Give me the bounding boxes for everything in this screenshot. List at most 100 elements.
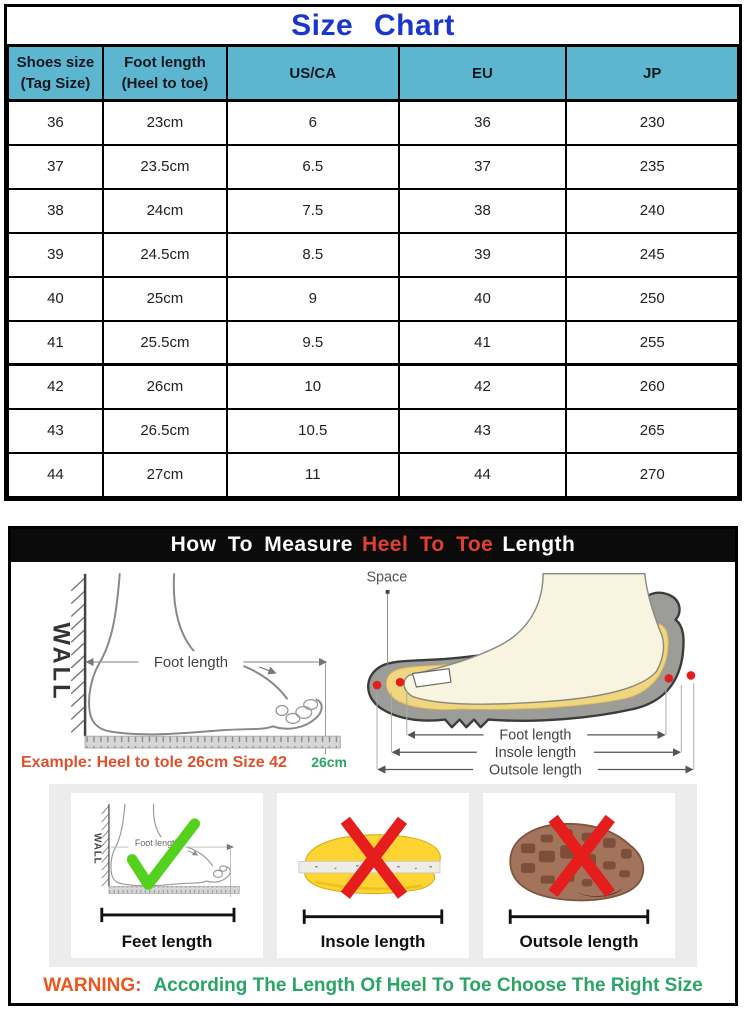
table-row: 41 25.5cm 9.5 41 255 (7, 319, 739, 366)
table-cell: 36 (397, 99, 568, 146)
guide-header-highlight: Heel To Toe (361, 533, 494, 556)
outsole-illustration (508, 814, 650, 924)
table-cell: 7.5 (225, 187, 400, 234)
header-cell-usca: US/CA (225, 44, 400, 102)
dimension-bracket (100, 907, 236, 922)
toe-sketch (303, 698, 319, 710)
table-cell: 24.5cm (101, 231, 228, 278)
table-row: 40 25cm 9 40 250 (7, 275, 739, 322)
table-cell: 40 (7, 275, 104, 322)
table-cell: 38 (397, 187, 568, 234)
table-cell: 250 (565, 275, 739, 322)
table-cell: 23cm (101, 99, 228, 146)
table-cell: 39 (397, 231, 568, 278)
insole-shading (314, 880, 423, 890)
dim-outsole-length-label: Outsole length (489, 762, 582, 778)
outsole-length-card: Outsole length (483, 792, 675, 958)
table-cell: 40 (397, 275, 568, 322)
table-cell: 255 (565, 319, 739, 366)
table-cell: 260 (565, 363, 739, 410)
label-backdrop (473, 760, 598, 777)
label-backdrop (476, 743, 594, 760)
guide-header: How To Measure Heel To Toe Length (11, 528, 735, 562)
table-cell: 41 (397, 319, 568, 366)
small-arrow (259, 665, 277, 674)
space-label: Space (366, 569, 407, 585)
example-cm-label: 26cm (311, 753, 347, 770)
table-cell: 42 (397, 363, 568, 410)
dim-insole-length-label: Insole length (495, 745, 577, 761)
table-cell: 37 (397, 143, 568, 190)
table-row: 38 24cm 7.5 38 240 (7, 187, 739, 234)
table-cell: 41 (7, 319, 104, 366)
red-x-icon (548, 814, 615, 897)
ruler (84, 735, 341, 749)
table-cell: 36 (7, 99, 104, 146)
example-cards-band: WALL Foot length Feet length (49, 783, 697, 967)
table-cell: 44 (397, 451, 568, 498)
guide-header-part2: Length (502, 533, 576, 556)
arrowhead (192, 850, 199, 856)
table-cell: 6 (225, 99, 400, 146)
toe-sketch (285, 712, 301, 724)
diagram-row: WALL Foot length Example: Heel to tole 2… (11, 562, 735, 782)
table-row: 39 24.5cm 8.5 39 245 (7, 231, 739, 278)
table-cell: 9.5 (225, 319, 400, 366)
example-text: Example: Heel to tole 26cm Size 42 (21, 753, 287, 771)
table-cell: 38 (7, 187, 104, 234)
warning-label: WARNING: (43, 974, 142, 996)
foot-wall-illustration: WALL Foot length (47, 572, 341, 754)
wall-hatching (70, 576, 86, 733)
table-cell: 230 (565, 99, 739, 146)
table-row: 36 23cm 6 36 230 (7, 99, 739, 146)
feet-length-card-label: Feet length (121, 931, 213, 951)
feet-length-card: WALL Foot length Feet length (71, 792, 263, 958)
table-cell: 265 (565, 407, 739, 454)
foot-length-label: Foot length (154, 654, 228, 670)
header-cell-eu: EU (397, 44, 568, 102)
table-row: 37 23.5cm 6.5 37 235 (7, 143, 739, 190)
insole-length-card: Insole length (277, 792, 469, 958)
wall-label: WALL (47, 622, 73, 701)
measure-dot (395, 677, 405, 686)
table-row: 43 26.5cm 10.5 43 265 (7, 407, 739, 454)
table-cell: 37 (7, 143, 104, 190)
table-cell: 8.5 (225, 231, 400, 278)
size-table-body: 36 23cm 6 36 230 37 23.5cm 6.5 37 235 38 24cm 7.5 38 2… (7, 99, 739, 498)
dimension-bracket (302, 909, 444, 924)
shoe-cross-section-illustration: Foot length Insole length Outsole length… (366, 569, 696, 778)
table-cell: 26cm (101, 363, 228, 410)
measure-guide-section: How To Measure Heel To Toe Length (8, 525, 738, 1006)
mini-foot-length-label: Foot length (135, 838, 180, 848)
ruler (108, 885, 240, 894)
toe-sketch (295, 705, 313, 719)
header-cell-jp: JP (565, 44, 739, 102)
table-cell: 43 (397, 407, 568, 454)
insole-illustration (298, 816, 444, 924)
warning-text: According The Length Of Heel To Toe Choo… (153, 974, 703, 996)
table-cell: 9 (225, 275, 400, 322)
label-backdrop (128, 836, 186, 849)
outsole-heel-shadow (576, 887, 623, 897)
table-cell: 240 (565, 187, 739, 234)
table-cell: 42 (7, 363, 104, 410)
warning-line: WARNING: According The Length Of Heel To… (11, 967, 735, 1005)
extension-lines (376, 682, 695, 769)
foot-wall-diagram: WALL Foot length Example: Heel to tole 2… (11, 562, 353, 782)
header-row: Shoes size (Tag Size) Foot length (Heel … (7, 44, 739, 102)
table-row: 42 26cm 10 42 260 (7, 363, 739, 410)
green-check-icon (126, 817, 201, 890)
table-cell: 25cm (101, 275, 228, 322)
table-cell: 44 (7, 451, 104, 498)
table-cell: 235 (565, 143, 739, 190)
header-cell-tag-size: Shoes size (Tag Size) (7, 44, 104, 102)
size-table-header: Shoes size (Tag Size) Foot length (Heel … (7, 44, 739, 102)
measure-dot (686, 670, 696, 680)
size-chart-section: Size Chart Shoes size (Tag Size) Foot le… (4, 4, 742, 501)
insole-length-card-label: Insole length (320, 931, 426, 951)
table-cell: 23.5cm (101, 143, 228, 190)
table-cell: 6.5 (225, 143, 400, 190)
label-backdrop (483, 725, 588, 743)
dimension-bracket (508, 909, 650, 924)
